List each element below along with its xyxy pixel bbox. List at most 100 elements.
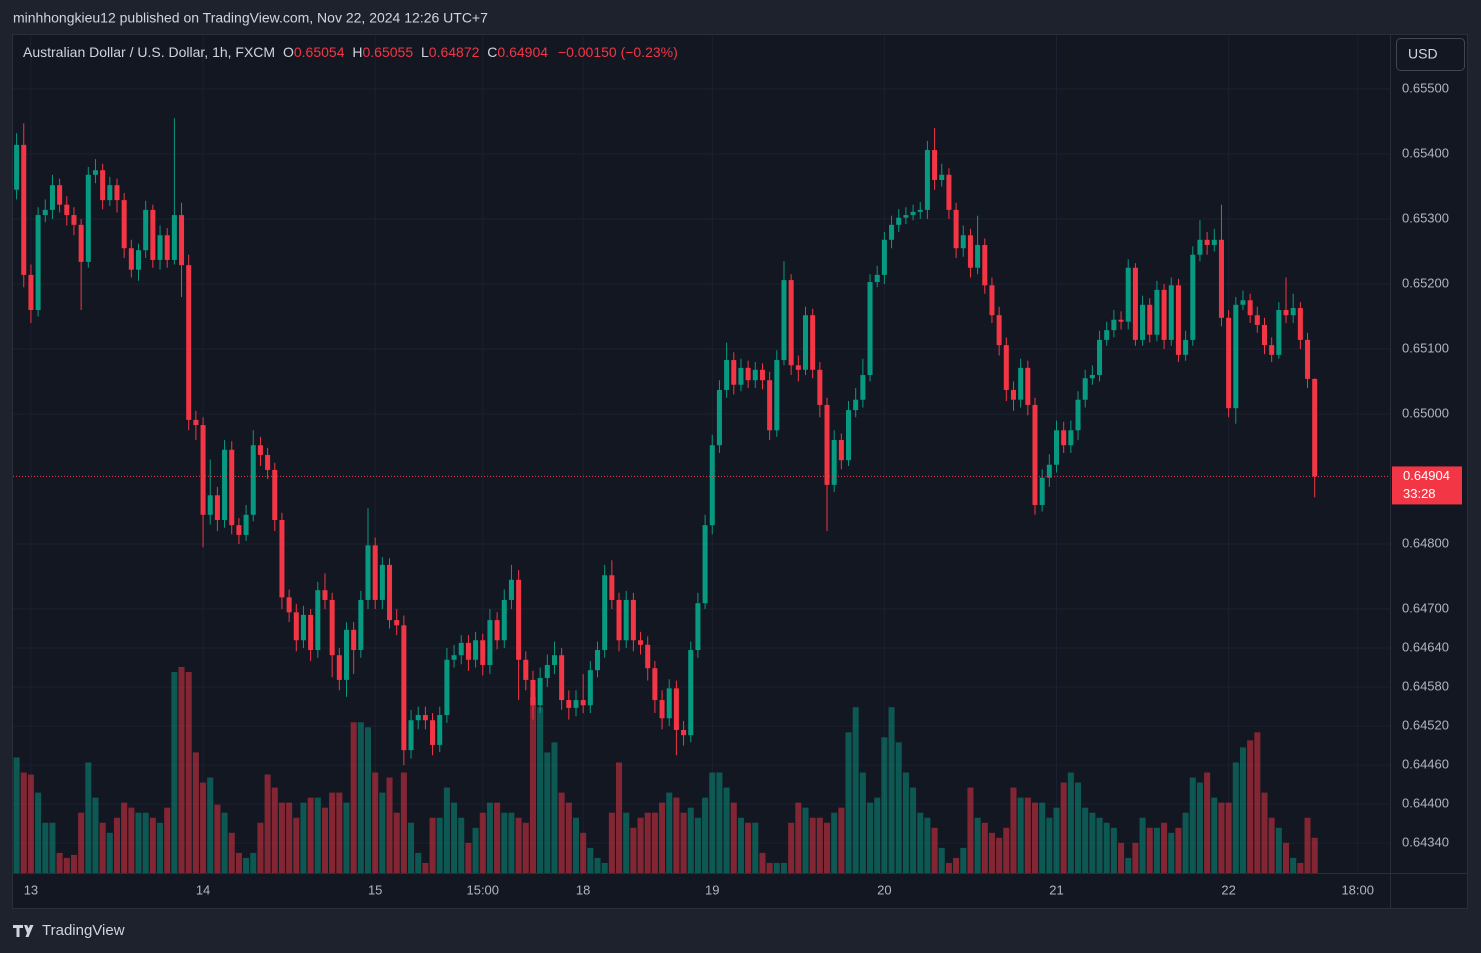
volume-bar: [816, 817, 823, 873]
volume-bar: [1275, 827, 1282, 873]
legend-c: C: [487, 44, 497, 60]
volume-bar: [1060, 782, 1067, 873]
volume-bar: [515, 817, 522, 873]
candle-body: [623, 599, 629, 641]
volume-bar: [1311, 837, 1318, 873]
x-tick-label: 20: [877, 882, 891, 897]
volume-bar: [1247, 740, 1254, 873]
volume-bar: [931, 827, 938, 873]
candle-body: [817, 369, 823, 405]
candle-body: [537, 677, 543, 706]
candle-body: [121, 200, 127, 249]
candle-body: [422, 715, 428, 721]
candle-body: [802, 315, 809, 370]
volume-bar: [278, 802, 285, 873]
candle-body: [1204, 239, 1210, 245]
candle-body: [645, 644, 651, 669]
volume-bar: [745, 822, 752, 873]
candle-body: [1140, 304, 1146, 340]
volume-bar: [687, 807, 694, 873]
volume-bar: [544, 752, 551, 873]
volume-bar: [486, 802, 493, 873]
byline: minhhongkieu12 published on TradingView.…: [13, 10, 488, 26]
volume-bar: [27, 774, 34, 873]
candle-body: [1190, 254, 1196, 340]
candle-body: [279, 519, 285, 598]
candle-body: [1283, 309, 1289, 316]
volume-bar: [802, 807, 809, 873]
volume-bar: [1039, 802, 1046, 873]
volume-bar: [917, 812, 924, 873]
candle-body: [57, 185, 63, 205]
volume-bar: [49, 822, 56, 873]
volume-bar: [372, 772, 379, 873]
x-tick-label: 19: [705, 882, 719, 897]
candle-body: [946, 174, 952, 210]
candle-body: [939, 174, 945, 180]
volume-bar: [651, 812, 658, 873]
candle-body: [831, 440, 837, 485]
volume-bar: [1268, 817, 1275, 873]
currency-label[interactable]: USD: [1408, 46, 1438, 62]
legend-o: O: [283, 44, 294, 60]
volume-bar: [250, 852, 257, 873]
volume-bar: [551, 742, 558, 873]
volume-bar: [78, 812, 85, 873]
volume-bar: [92, 797, 99, 873]
candle-body: [1061, 430, 1067, 446]
grid: [13, 35, 1390, 873]
candle-body: [49, 185, 55, 210]
volume-bar: [1196, 782, 1203, 873]
x-tick-label: 22: [1221, 882, 1235, 897]
candle-body: [960, 235, 966, 249]
candle-body: [544, 664, 550, 678]
candle-body: [451, 655, 457, 660]
volume-bar: [773, 862, 780, 873]
x-tick-label: 14: [196, 882, 210, 897]
volume-bar: [831, 812, 838, 873]
legend-change: −0.00150 (−0.23%): [558, 44, 678, 60]
candle-body: [300, 614, 306, 641]
currency-button[interactable]: [1396, 38, 1465, 71]
candle-body: [731, 360, 737, 385]
candle-body: [652, 668, 658, 701]
candle-body: [889, 224, 895, 240]
volume-bar: [257, 822, 264, 873]
y-tick-label: 0.65500: [1402, 80, 1449, 95]
candle-body: [100, 170, 106, 201]
volume-bar: [329, 792, 336, 873]
volume-bar: [666, 792, 673, 873]
volume-bar: [1053, 807, 1060, 873]
x-tick-label: 18: [576, 882, 590, 897]
volume-bar: [852, 707, 859, 873]
legend-low: 0.64872: [429, 44, 480, 60]
volume-bar: [128, 807, 135, 873]
candle-body: [1305, 339, 1311, 379]
volume-bar: [1225, 802, 1232, 873]
volume-bar: [307, 797, 314, 873]
volume-bar: [967, 787, 974, 873]
candle-body: [638, 640, 644, 645]
candle-body: [1254, 315, 1260, 325]
legend: Australian Dollar / U.S. Dollar, 1h, FXC…: [23, 44, 678, 60]
volume-bar: [788, 822, 795, 873]
candle-body: [157, 235, 163, 260]
volume-bar: [895, 742, 902, 873]
axes: 0.65500 0.65400 0.65300 0.65200 0.65100 0.650…: [13, 80, 1462, 897]
candle-body: [487, 620, 493, 665]
candle-body: [1240, 300, 1246, 305]
volume-bar: [192, 752, 199, 873]
y-tick-label: 0.64520: [1402, 718, 1449, 733]
volume-bar: [321, 807, 328, 873]
volume-bar: [1096, 817, 1103, 873]
candle-body: [437, 715, 443, 745]
candle-body: [881, 239, 887, 275]
legend-h: H: [352, 44, 362, 60]
volume-bar: [393, 812, 400, 873]
candle-body: [1147, 304, 1153, 335]
volume-bar: [874, 797, 881, 873]
volume-bar: [1304, 817, 1311, 873]
volume-bar: [522, 822, 529, 873]
volume-bar: [357, 722, 364, 873]
candle-body: [874, 274, 880, 283]
